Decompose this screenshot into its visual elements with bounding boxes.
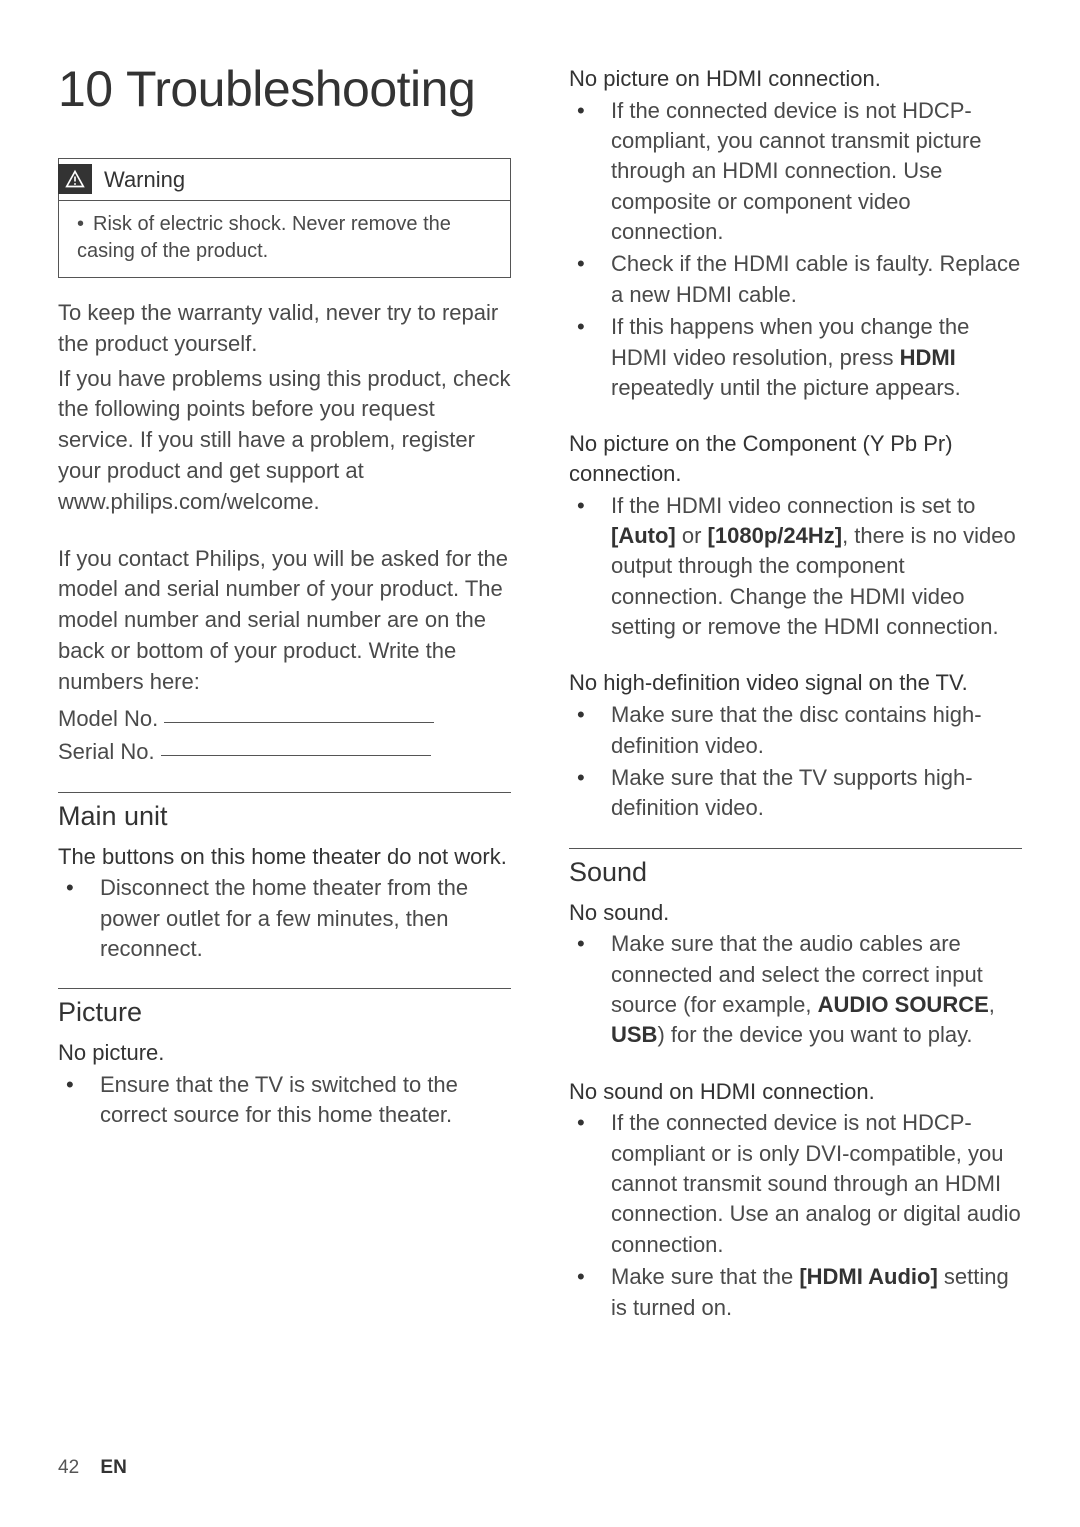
sound-bullets-2: If the connected device is not HDCP-comp…: [569, 1108, 1022, 1323]
serial-label: Serial No.: [58, 739, 155, 764]
main-unit-bullets: Disconnect the home theater from the pow…: [58, 873, 511, 964]
list-item: If the connected device is not HDCP-comp…: [569, 1108, 1022, 1260]
page-lang: EN: [100, 1457, 126, 1478]
chapter-number: 10: [58, 61, 113, 117]
sound-bullets-1: Make sure that the audio cables are conn…: [569, 929, 1022, 1050]
warning-header: Warning: [59, 159, 510, 200]
model-rule: [164, 722, 434, 723]
warning-label: Warning: [104, 167, 185, 193]
topic-buttons: The buttons on this home theater do not …: [58, 842, 511, 872]
chapter-title: 10 Troubleshooting: [58, 60, 511, 118]
right-column: No picture on HDMI connection. If the co…: [569, 60, 1022, 1325]
list-item: Check if the HDMI cable is faulty. Repla…: [569, 249, 1022, 310]
divider: [569, 848, 1022, 849]
section-main-unit: Main unit: [58, 801, 511, 832]
list-item: If this happens when you change the HDMI…: [569, 312, 1022, 403]
model-label: Model No.: [58, 706, 158, 731]
list-item: Disconnect the home theater from the pow…: [58, 873, 511, 964]
picture-bullets-2: If the connected device is not HDCP-comp…: [569, 96, 1022, 404]
warning-icon: [58, 164, 92, 194]
intro-p3: If you contact Philips, you will be aske…: [58, 544, 511, 698]
warning-text: Risk of electric shock. Never remove the…: [77, 213, 451, 262]
list-item: Ensure that the TV is switched to the co…: [58, 1070, 511, 1131]
list-item: Make sure that the audio cables are conn…: [569, 929, 1022, 1050]
topic-hdmi-sound: No sound on HDMI connection.: [569, 1077, 1022, 1107]
divider: [58, 988, 511, 989]
topic-hdmi-picture: No picture on HDMI connection.: [569, 64, 1022, 94]
section-sound: Sound: [569, 857, 1022, 888]
serial-rule: [161, 755, 431, 756]
list-item: Make sure that the [HDMI Audio] setting …: [569, 1262, 1022, 1323]
intro-p2: If you have problems using this product,…: [58, 364, 511, 518]
divider: [58, 792, 511, 793]
serial-line: Serial No.: [58, 735, 511, 768]
warning-box: Warning •Risk of electric shock. Never r…: [58, 158, 511, 278]
model-line: Model No.: [58, 702, 511, 735]
left-column: 10 Troubleshooting Warning •Risk of elec…: [58, 60, 511, 1325]
picture-bullets-4: Make sure that the disc contains high-de…: [569, 700, 1022, 823]
section-picture: Picture: [58, 997, 511, 1028]
topic-component: No picture on the Component (Y Pb Pr) co…: [569, 429, 1022, 488]
page-footer: 42 EN: [58, 1457, 127, 1479]
page-number: 42: [58, 1457, 79, 1478]
topic-hd-signal: No high-definition video signal on the T…: [569, 668, 1022, 698]
chapter-name: Troubleshooting: [126, 61, 475, 117]
picture-bullets-1: Ensure that the TV is switched to the co…: [58, 1070, 511, 1131]
list-item: If the HDMI video connection is set to […: [569, 491, 1022, 643]
warning-body: •Risk of electric shock. Never remove th…: [59, 200, 510, 277]
topic-no-picture: No picture.: [58, 1038, 511, 1068]
intro-p1: To keep the warranty valid, never try to…: [58, 298, 511, 360]
list-item: If the connected device is not HDCP-comp…: [569, 96, 1022, 248]
list-item: Make sure that the disc contains high-de…: [569, 700, 1022, 761]
list-item: Make sure that the TV supports high-defi…: [569, 763, 1022, 824]
topic-no-sound: No sound.: [569, 898, 1022, 928]
picture-bullets-3: If the HDMI video connection is set to […: [569, 491, 1022, 643]
